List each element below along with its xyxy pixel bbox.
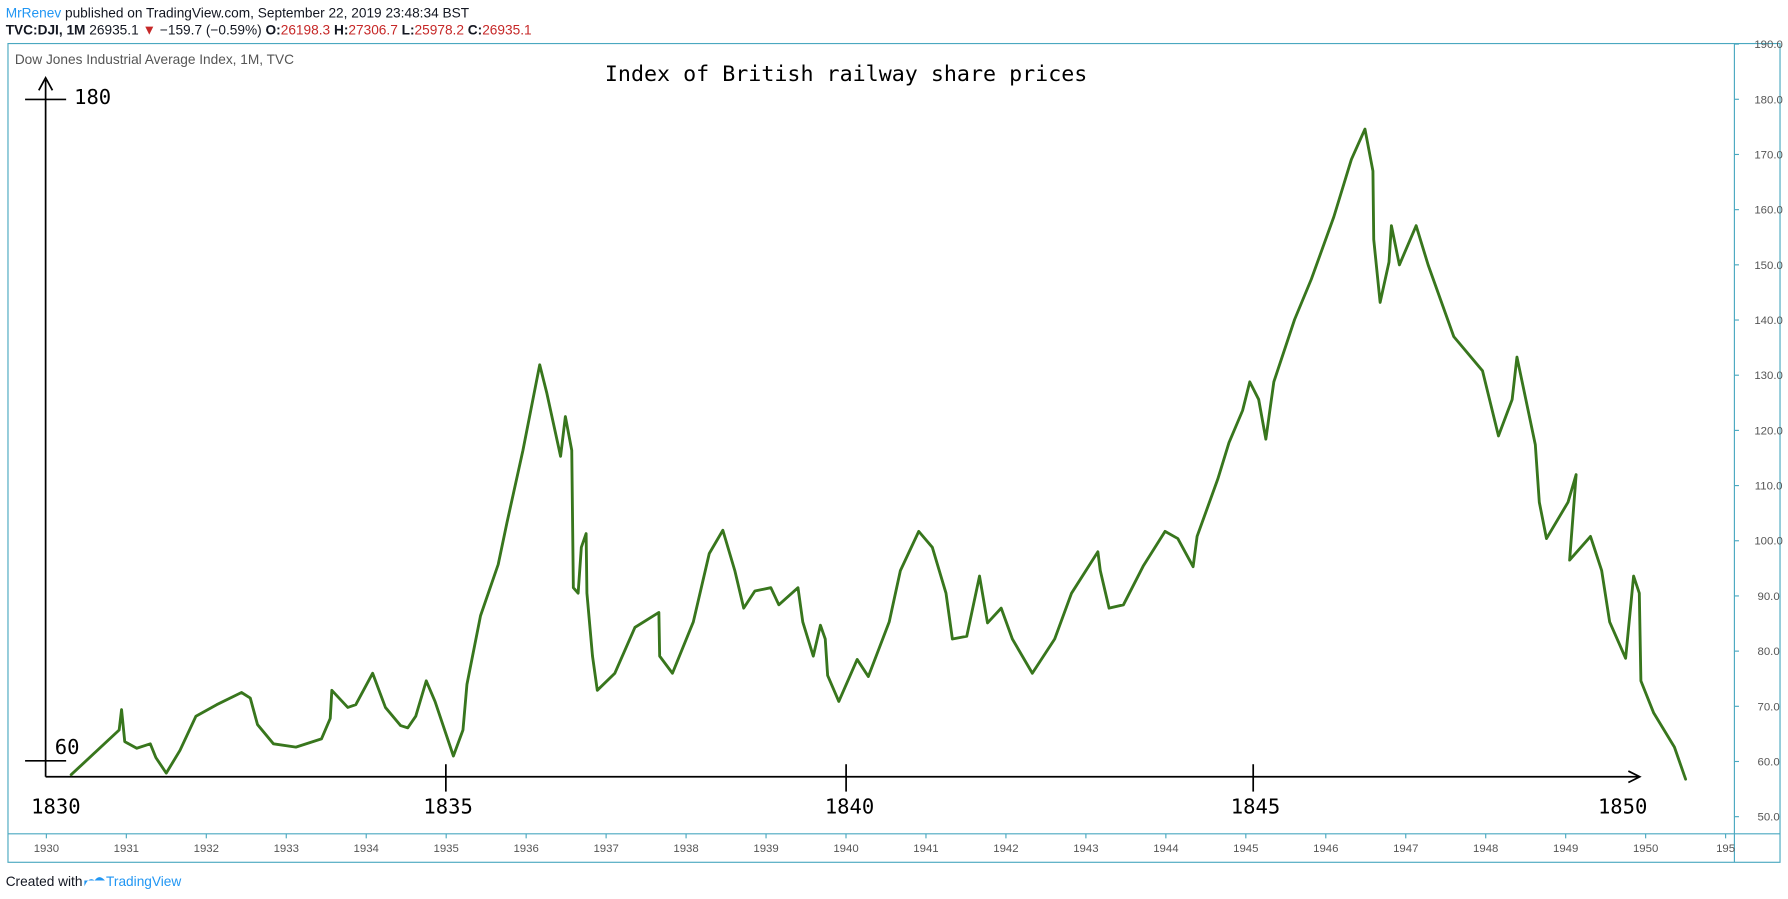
y-tick-label: 90.0 [1758,591,1780,603]
annotation-y-arrow [38,75,54,91]
header-line-1: MrRenev published on TradingView.com, Se… [6,5,470,20]
low-label: L: [402,22,415,37]
x-tick-label: 1937 [593,843,618,855]
x-tick-label: 1944 [1153,843,1178,855]
x-tick-label: 1938 [673,843,698,855]
chart-frame [7,42,1781,863]
y-tick-label: 150.0 [1754,260,1783,272]
price-line [69,127,1688,781]
high-label: H: [334,22,348,37]
change: −159.7 (−0.59%) [160,22,262,37]
x-tick-label: 1940 [833,843,858,855]
close: 26935.1 [482,22,531,37]
close-label: C: [468,22,482,37]
y-tick-label: 170.0 [1754,149,1783,161]
high: 27306.7 [348,22,397,37]
annotation-x-label: 1850 [1598,794,1647,818]
x-tick-label: 1936 [513,843,538,855]
y-tick-label: 190.0 [1754,39,1783,51]
x-tick-label: 1945 [1233,843,1258,855]
x-tick-label: 1943 [1073,843,1098,855]
series-legend: Dow Jones Industrial Average Index, 1M, … [15,52,294,67]
annotation-y-label: 180 [74,85,111,109]
low: 25978.2 [415,22,464,37]
symbol: TVC:DJI, 1M [6,22,86,37]
annotation-x-label: 1835 [423,794,472,818]
x-tick-label: 1932 [194,843,219,855]
y-tick-label: 140.0 [1754,315,1783,327]
x-tick-label: 1933 [274,843,299,855]
y-tick-label: 130.0 [1754,370,1783,382]
chart-title: Index of British railway share prices [605,62,1087,87]
y-tick-label: 180.0 [1754,94,1783,106]
x-tick-label: 1946 [1313,843,1338,855]
footer-brand[interactable]: TradingView [106,874,181,889]
price: 26935.1 [89,22,138,37]
x-tick-label: 1941 [913,843,938,855]
x-tick-label: 1947 [1393,843,1418,855]
y-tick-label: 100.0 [1754,536,1783,548]
published: published on TradingView.com, September … [65,5,470,20]
y-tick-label: 120.0 [1754,425,1783,437]
x-tick-label: 1949 [1553,843,1578,855]
annotation-x-label: 1830 [31,794,80,818]
x-tick-label: 1931 [114,843,139,855]
x-tick-label: 1942 [993,843,1018,855]
x-tick-label: 1935 [434,843,459,855]
header-line-2: TVC:DJI, 1M 26935.1 ▼ −159.7 (−0.59%) O:… [6,22,532,37]
annotation-x-label: 1840 [825,794,874,818]
y-tick-label: 60.0 [1758,756,1780,768]
author[interactable]: MrRenev [6,5,62,20]
x-tick-label: 195 [1716,843,1735,855]
annotation-x-label: 1845 [1231,794,1280,818]
open: 26198.3 [281,22,330,37]
open-label: O: [266,22,281,37]
y-tick-label: 110.0 [1755,481,1783,493]
down-arrow: ▼ [143,22,157,37]
x-tick-label: 1934 [354,843,379,855]
annotation-x-arrow [1627,770,1642,784]
y-tick-label: 70.0 [1758,701,1780,713]
y-tick-label: 80.0 [1758,646,1780,658]
y-tick-label: 50.0 [1758,812,1780,824]
annotation-y-label: 60 [55,735,80,759]
x-tick-label: 1948 [1473,843,1498,855]
x-tick-label: 1950 [1633,843,1658,855]
hand-drawn-axes [25,75,1642,792]
x-tick-label: 1939 [753,843,778,855]
tradingview-logo [84,877,105,887]
x-tick-label: 1930 [34,843,59,855]
footer-created: Created with [6,874,83,889]
y-tick-label: 160.0 [1754,205,1783,217]
